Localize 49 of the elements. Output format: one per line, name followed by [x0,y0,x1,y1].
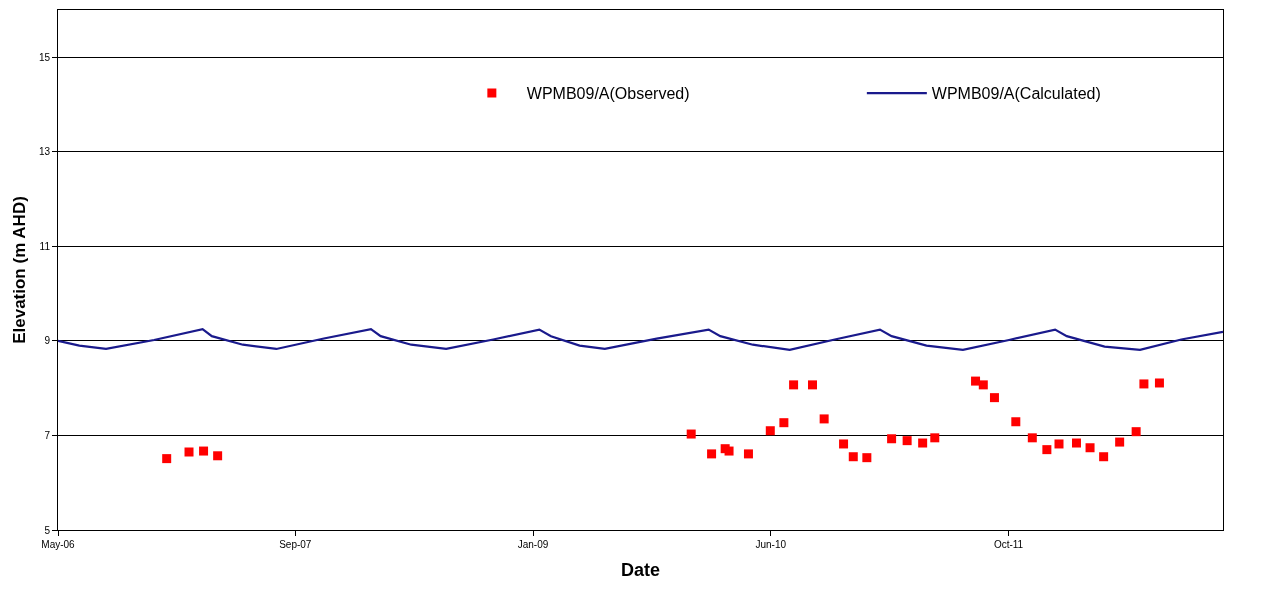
point [1011,417,1021,427]
point [1115,437,1125,447]
point [819,414,829,424]
point [184,447,194,457]
x-axis-title: Date [620,560,661,581]
point [808,380,818,390]
point [918,438,928,448]
point [1042,445,1052,455]
point [779,418,789,428]
point [1085,443,1095,453]
y-tick-label: 7 [44,429,51,441]
point [707,449,717,459]
point [887,434,897,444]
point [848,452,858,462]
point [162,454,172,464]
point [1071,438,1081,448]
point [1154,378,1164,388]
point [1139,379,1149,389]
legend-label: WPMB09/A(Observed) [526,85,690,103]
point [199,446,209,456]
x-tick-label: Oct-11 [993,539,1024,550]
point [213,451,223,461]
point [971,376,981,386]
point [724,446,734,456]
point [862,453,872,463]
legend-label: WPMB09/A(Calculated) [931,85,1101,103]
point [1027,433,1037,443]
y-tick-label: 9 [44,335,51,347]
point [978,380,988,390]
point [743,449,753,459]
point [1099,452,1109,462]
x-tick-label: Jun-10 [755,539,787,550]
x-tick-label: Jan-09 [517,539,549,550]
point [902,436,912,446]
y-tick-label: 11 [39,240,51,252]
y-axis-title: Elevation (m AHD) [10,196,30,344]
point [930,433,940,443]
point [686,429,696,439]
x-tick-label: Sep-07 [279,539,312,550]
point [839,439,849,449]
point [765,426,775,436]
point [1131,427,1141,437]
x-tick-label: May-06 [41,539,76,550]
y-tick-label: 5 [44,524,51,536]
point [1054,439,1064,449]
point [789,380,799,390]
y-tick-label: 15 [38,51,51,63]
point [989,393,999,403]
y-tick-label: 13 [38,146,51,158]
